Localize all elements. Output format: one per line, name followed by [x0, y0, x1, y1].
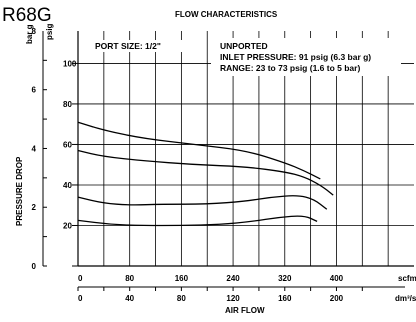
axes: [42, 31, 414, 291]
x-primary-tick-label: 240: [226, 274, 240, 283]
series-curve-2: [77, 195, 328, 210]
y-primary-tick-label: 80: [63, 100, 72, 109]
y-primary-tick-label: 60: [63, 140, 72, 149]
condition-line-3: RANGE: 23 to 73 psig (1.6 to 5 bar): [220, 63, 360, 73]
port-size-label: PORT SIZE: 1/2": [95, 41, 161, 51]
x-secondary-tick-label: 80: [177, 294, 186, 303]
x-secondary-tick-label: 160: [278, 294, 292, 303]
x-primary-tick-label: 400: [330, 274, 344, 283]
chart-title: FLOW CHARACTERISTICS: [175, 10, 278, 19]
y-primary-tick-label: 40: [63, 181, 72, 190]
series-curve-4: [77, 121, 321, 180]
x-secondary-tick-label: 120: [226, 294, 240, 303]
x-secondary-tick-label: 0: [78, 294, 83, 303]
condition-line-2: INLET PRESSURE: 91 psig (6.3 bar g): [220, 52, 371, 62]
conditions-box: [211, 38, 401, 76]
series-curve-3: [77, 149, 334, 196]
curves: [77, 121, 334, 227]
x-secondary-tick-label: 200: [330, 294, 344, 303]
x-primary-tick-label: 160: [175, 274, 189, 283]
y-secondary-tick-label: 8: [32, 27, 37, 36]
y-primary-unit: psig: [45, 23, 54, 40]
x-primary-tick-label: 320: [278, 274, 292, 283]
y-secondary-unit: bar g: [25, 24, 34, 44]
y-primary-tick-label: 20: [63, 221, 72, 230]
x-primary-tick-label: 0: [78, 274, 83, 283]
x-primary-tick-label: 80: [125, 274, 134, 283]
y-secondary-tick-label: 2: [32, 203, 37, 212]
port-size-box: [84, 40, 206, 52]
x-primary-unit: scfm: [398, 274, 416, 283]
x-axis-label: AIR FLOW: [225, 306, 265, 315]
y-secondary-tick-label: 6: [32, 86, 37, 95]
y-axis-label: PRESSURE DROP: [15, 156, 24, 226]
x-secondary-unit: dm³/s: [395, 294, 416, 303]
y-secondary-tick-label: 0: [32, 262, 37, 271]
model-label: R68G: [2, 5, 52, 26]
y-primary-tick-label: 100: [63, 59, 77, 68]
y-secondary-tick-label: 4: [32, 144, 37, 153]
condition-line-1: UNPORTED: [220, 41, 268, 51]
series-curve-1: [77, 215, 318, 227]
x-secondary-tick-label: 40: [125, 294, 134, 303]
